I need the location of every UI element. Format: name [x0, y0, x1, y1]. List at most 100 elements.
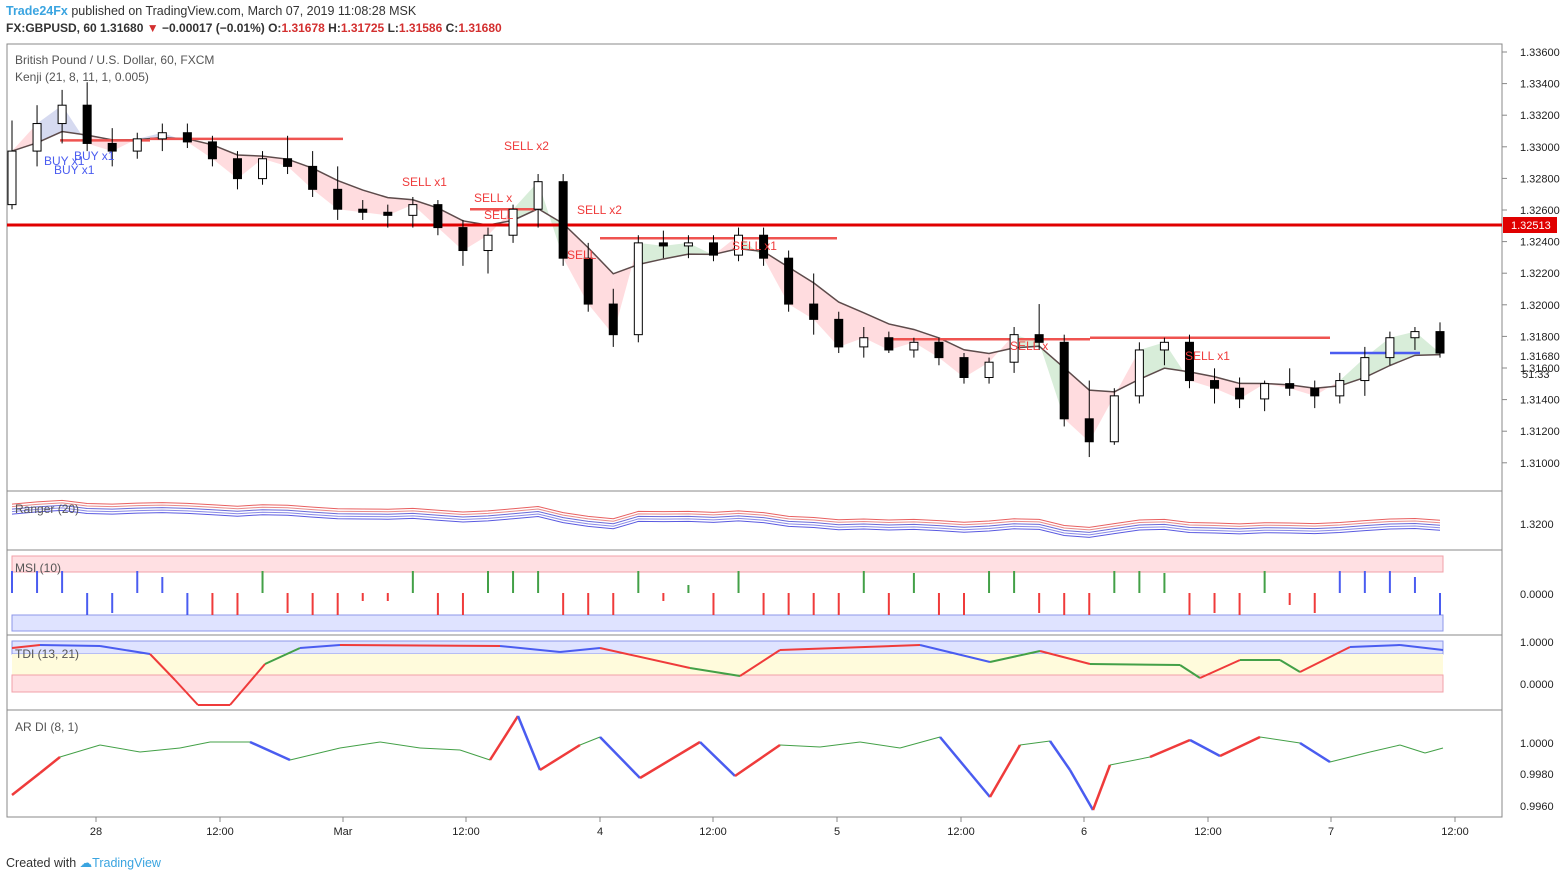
ranger-line [11, 507, 1441, 536]
ardi-segment [539, 743, 581, 772]
tdi-segment [174, 679, 199, 706]
ardi-segment [488, 715, 520, 761]
ardi-segment [1189, 738, 1221, 758]
tdi-segment [599, 647, 691, 669]
tdi-segment [559, 647, 601, 653]
publish-text: published on TradingView.com, March 07, … [71, 4, 417, 18]
ardi-segment [1329, 751, 1371, 763]
tdi-segment [1349, 644, 1401, 648]
kenji-band-segment [1239, 383, 1265, 399]
kenji-band-segment [1414, 331, 1440, 356]
candle-body [1109, 395, 1119, 443]
ardi-line [11, 715, 1444, 811]
ranger-axis-label: 1.3200 [1520, 519, 1554, 531]
tdi-segment [989, 650, 1041, 663]
ardi-segment [516, 715, 542, 771]
kenji-band-segment [312, 168, 338, 210]
ardi-segment [899, 736, 941, 749]
tdi-segment [339, 644, 501, 647]
tdi-segment [1399, 644, 1444, 651]
candle-body [608, 303, 618, 336]
tdi-segment [779, 644, 921, 651]
kenji-band-segment [688, 242, 714, 256]
symbol-label: FX:GBPUSD, 60 [6, 21, 97, 35]
ardi-segment [179, 741, 211, 749]
kenji-indicator-label: Kenji (21, 8, 11, 1, 0.005) [15, 70, 149, 84]
kenji-band-segment [437, 208, 463, 251]
tdi-segment [99, 645, 151, 655]
ardi-segment [734, 743, 781, 778]
tdi-axis-label-zero: 0.0000 [1520, 679, 1554, 691]
ardi-segment [139, 747, 181, 753]
ardi-segment [1219, 735, 1261, 758]
tdi-lower-zone [11, 674, 1444, 693]
candle-body [583, 257, 593, 305]
close-value: 1.31680 [458, 21, 502, 35]
kenji-bands [11, 105, 1441, 442]
kenji-band-segment [538, 181, 564, 259]
candle-body [708, 242, 718, 256]
ardi-axis-label-2: 0.9980 [1520, 769, 1554, 781]
signal-label: SELL x1 [1185, 349, 1230, 363]
ardi-segment [379, 741, 421, 749]
kenji-band-segment [462, 220, 488, 251]
time-tick-label: 12:00 [452, 826, 480, 838]
kenji-band-segment [838, 302, 864, 347]
kenji-band-segment [713, 235, 739, 256]
kenji-band-segment [763, 251, 789, 305]
publisher-link[interactable]: Trade24Fx [6, 4, 68, 18]
low-label: L: [387, 21, 399, 35]
tdi-segment [1179, 664, 1201, 679]
publish-info: Trade24Fx published on TradingView.com, … [6, 4, 416, 18]
tradingview-link[interactable]: TradingView [92, 856, 161, 870]
candle-body [959, 357, 969, 379]
candle-body [1435, 331, 1445, 354]
candle-body [1009, 334, 1019, 363]
candle-body [408, 204, 418, 216]
high-value: 1.31725 [340, 21, 385, 35]
kenji-band-segment [112, 138, 138, 152]
kenji-band-segment [1364, 337, 1390, 378]
kenji-band-segment [513, 181, 539, 221]
candle-body [1184, 341, 1194, 382]
price-tick-label: 1.32200 [1520, 268, 1560, 280]
ardi-segment [1048, 740, 1072, 771]
candle-body [458, 227, 468, 252]
price-tick-label: 1.31200 [1520, 426, 1560, 438]
main-panel-title: British Pound / U.S. Dollar, 60, FXCM [15, 53, 214, 67]
tradingview-logo-icon: ☁ [79, 856, 93, 870]
ardi-segment [1149, 738, 1191, 759]
candle-body [383, 211, 393, 216]
tdi-segment [229, 663, 266, 706]
ardi-segment [699, 741, 736, 777]
ardi-segment [988, 744, 1022, 798]
tdi-segment [149, 653, 176, 681]
kenji-band-segment [1139, 342, 1165, 380]
kenji-band-segment [1014, 334, 1040, 348]
time-tick-label: Mar [334, 826, 353, 838]
tdi-segment [264, 647, 301, 665]
price-tick-label: 1.33000 [1520, 142, 1560, 154]
kenji-band-segment [788, 267, 814, 320]
price-tick-label: 1.31400 [1520, 395, 1560, 407]
open-value: 1.31678 [281, 21, 325, 35]
ardi-segment [1399, 744, 1426, 754]
kenji-band-segment [1039, 342, 1065, 419]
candle-body [232, 158, 242, 180]
price-change: −0.00017 (−0.01%) [162, 21, 265, 35]
candle-body [1210, 380, 1220, 389]
ardi-segment [1369, 744, 1401, 753]
candle-body [1059, 341, 1069, 420]
candle-body [934, 341, 944, 359]
kenji-band-segment [813, 282, 839, 347]
ranger-label: Ranger (20) [15, 502, 79, 516]
ardi-segment [639, 740, 701, 780]
candle-body [1134, 349, 1144, 397]
candles [7, 82, 1445, 458]
candle-body [759, 234, 769, 259]
ardi-segment [1299, 741, 1331, 764]
price-tick-label: 1.31600 [1520, 363, 1560, 375]
ardi-label: AR DI (8, 1) [15, 720, 78, 734]
kenji-band-segment [1064, 367, 1090, 442]
